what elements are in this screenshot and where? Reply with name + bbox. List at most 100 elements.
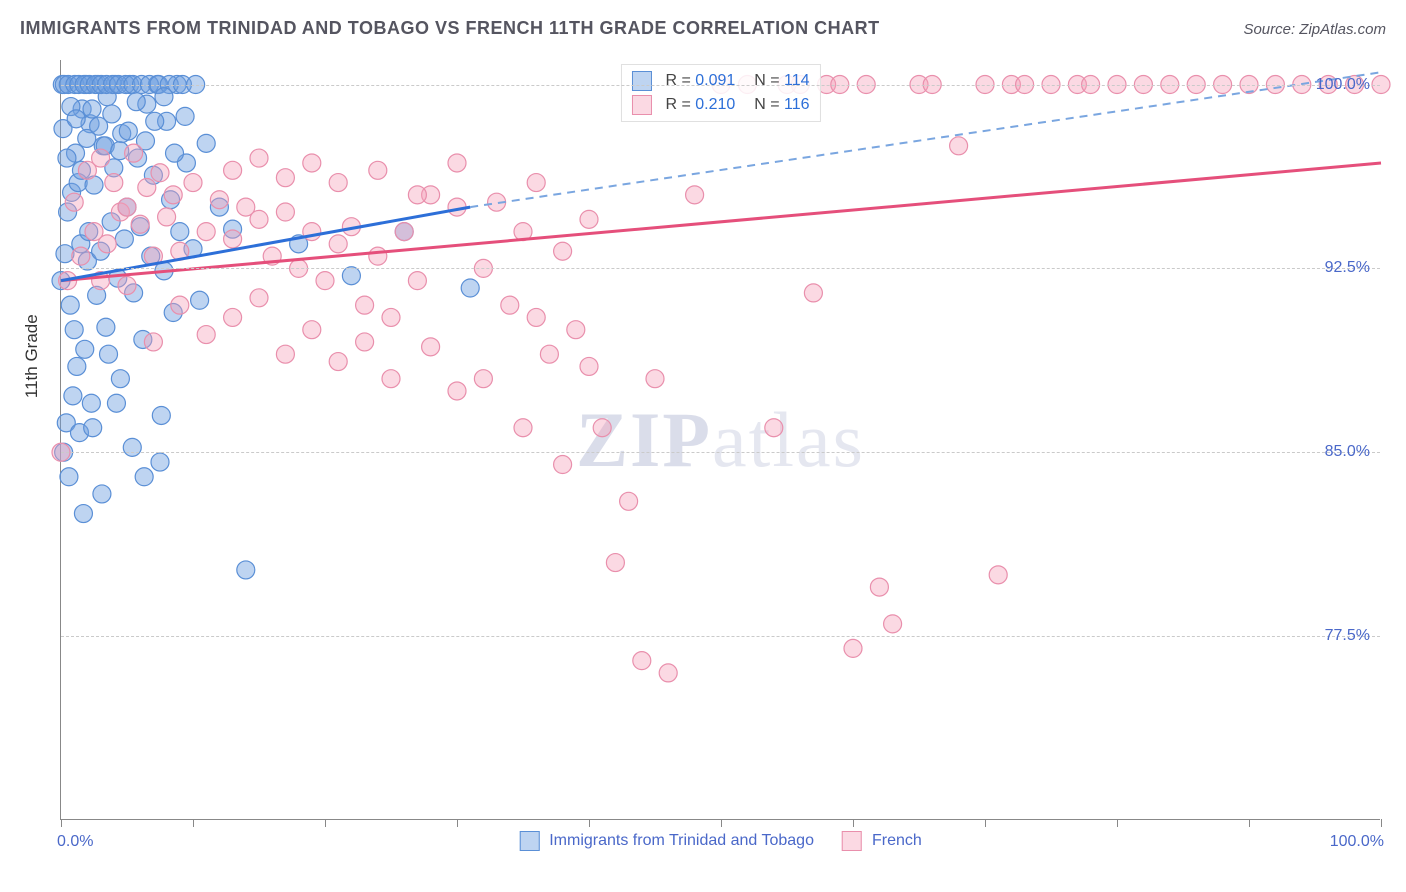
legend-row: R = 0.210 N = 116 [631,93,809,117]
data-point [115,230,133,248]
data-point [92,149,110,167]
gridline [61,85,1380,86]
plot-area: ZIPatlas R = 0.091 N = 114R = 0.210 N = … [60,60,1380,820]
data-point [56,245,74,263]
data-point [125,144,143,162]
data-point [422,338,440,356]
legend-swatch [842,831,862,851]
legend-n-label: N = 114 [745,69,809,93]
data-point [237,561,255,579]
data-point [870,578,888,596]
x-tick [589,819,590,827]
data-point [620,492,638,510]
data-point [250,289,268,307]
data-point [164,186,182,204]
x-axis-max-label: 100.0% [1330,833,1384,851]
data-point [146,112,164,130]
data-point [474,370,492,388]
y-tick-label: 100.0% [1316,76,1370,94]
legend-item: Immigrants from Trinidad and Tobago [519,831,814,851]
data-point [84,419,102,437]
legend-label: French [872,832,922,850]
data-point [514,419,532,437]
data-point [989,566,1007,584]
data-point [329,353,347,371]
data-point [118,277,136,295]
x-axis-min-label: 0.0% [57,833,93,851]
legend-swatch [631,71,651,91]
x-tick [325,819,326,827]
data-point [303,154,321,172]
data-point [119,122,137,140]
data-point [250,149,268,167]
y-tick-label: 92.5% [1325,259,1370,277]
data-point [382,370,400,388]
data-point [118,198,136,216]
data-point [316,272,334,290]
data-point [98,235,116,253]
data-point [65,321,83,339]
legend-n-label: N = 116 [745,93,809,117]
data-point [382,308,400,326]
x-tick [457,819,458,827]
data-point [176,107,194,125]
data-point [303,321,321,339]
data-point [342,267,360,285]
data-point [501,296,519,314]
data-point [197,134,215,152]
data-point [554,242,572,260]
trend-line [470,72,1381,207]
data-point [64,387,82,405]
x-tick [1249,819,1250,827]
data-point [224,230,242,248]
data-point [369,161,387,179]
data-point [197,223,215,241]
data-point [171,296,189,314]
data-point [166,144,184,162]
data-point [950,137,968,155]
legend-row: R = 0.091 N = 114 [631,69,809,93]
x-tick [193,819,194,827]
data-point [210,191,228,209]
data-point [448,154,466,172]
data-point [250,210,268,228]
gridline [61,268,1380,269]
data-point [67,110,85,128]
data-point [606,554,624,572]
data-point [83,100,101,118]
legend-r-label: R = 0.091 [665,69,735,93]
correlation-legend: R = 0.091 N = 114R = 0.210 N = 116 [620,64,820,122]
data-point [633,652,651,670]
chart-title: IMMIGRANTS FROM TRINIDAD AND TOBAGO VS F… [20,18,880,39]
data-point [804,284,822,302]
data-point [61,296,79,314]
data-point [527,308,545,326]
gridline [61,636,1380,637]
x-tick [853,819,854,827]
data-point [127,93,145,111]
x-tick [61,819,62,827]
y-tick-label: 77.5% [1325,627,1370,645]
data-point [369,247,387,265]
data-point [197,326,215,344]
data-point [646,370,664,388]
data-point [151,164,169,182]
data-point [68,357,86,375]
x-tick [721,819,722,827]
data-point [356,296,374,314]
x-tick [1117,819,1118,827]
data-point [540,345,558,363]
legend-label: Immigrants from Trinidad and Tobago [549,832,814,850]
legend-r-label: R = 0.210 [665,93,735,117]
data-point [593,419,611,437]
x-tick [1381,819,1382,827]
data-point [224,161,242,179]
y-axis-title: 11th Grade [22,314,42,398]
data-point [329,174,347,192]
data-point [448,382,466,400]
data-point [567,321,585,339]
data-point [844,639,862,657]
y-tick-label: 85.0% [1325,443,1370,461]
data-point [329,235,347,253]
data-point [152,406,170,424]
